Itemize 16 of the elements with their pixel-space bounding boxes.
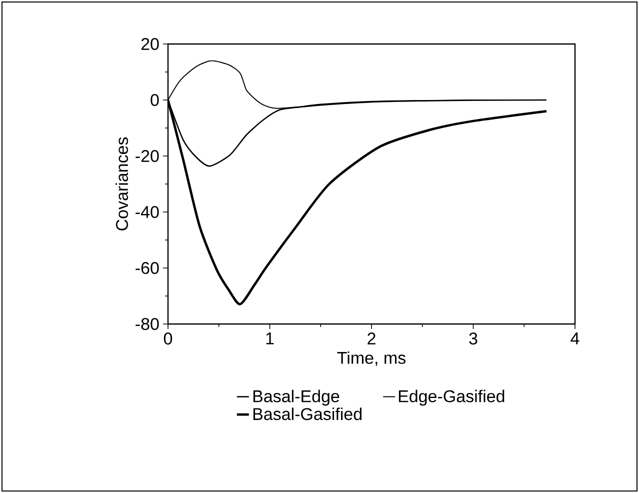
x-tick-label: 3 (469, 332, 478, 345)
y-axis-title: Covariances (116, 137, 128, 230)
x-tick-label: 0 (164, 332, 172, 345)
y-tick-label: -80 (136, 318, 159, 330)
legend-label: Edge-Gasified (398, 390, 504, 406)
y-tick-label: 0 (150, 94, 159, 106)
x-axis-title: Time, ms (337, 351, 406, 366)
x-tick-label: 4 (570, 332, 580, 344)
y-tick-label: -40 (136, 206, 159, 218)
y-tick-label: 20 (141, 38, 159, 50)
x-tick-label: 2 (368, 332, 376, 344)
legend-label: Basal-Edge (253, 390, 340, 406)
legend-label: Basal-Gasified (253, 408, 362, 420)
y-tick-label: -60 (136, 262, 159, 274)
x-tick-label: 1 (266, 332, 274, 344)
y-tick-label: -20 (136, 150, 159, 162)
